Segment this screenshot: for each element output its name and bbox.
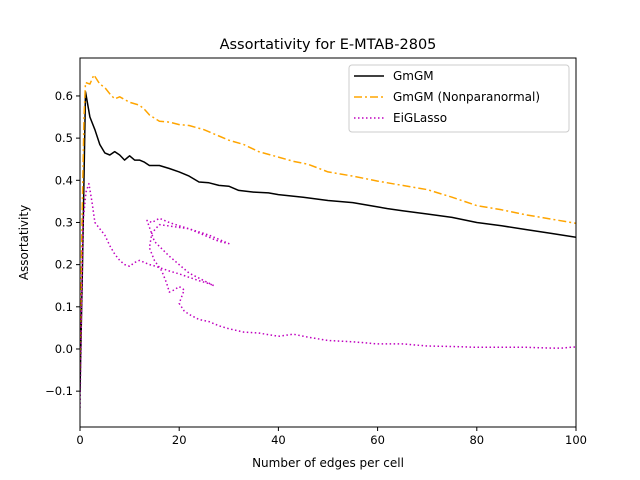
legend-entry-0: GmGM [393, 69, 434, 83]
legend-entry-2: EiGLasso [393, 111, 447, 125]
y-tick-label: 0.4 [55, 173, 73, 187]
x-tick-label: 40 [271, 433, 286, 447]
y-axis-ticks: −0.1 0.0 0.1 0.2 0.3 0.4 0.5 0.6 [45, 89, 80, 398]
legend-entry-1: GmGM (Nonparanormal) [393, 90, 540, 104]
legend: GmGM GmGM (Nonparanormal) EiGLasso [348, 64, 570, 133]
y-tick-label: 0.5 [55, 131, 73, 145]
x-tick-label: 60 [370, 433, 385, 447]
series-line-1 [80, 74, 576, 371]
y-tick-label: 0.2 [55, 258, 73, 272]
series-line-2 [80, 182, 576, 409]
x-tick-label: 100 [565, 433, 587, 447]
x-tick-label: 80 [469, 433, 484, 447]
x-tick-label: 0 [76, 433, 83, 447]
axes-frame [79, 57, 577, 428]
x-tick-label: 20 [172, 433, 187, 447]
y-tick-label: 0.6 [55, 89, 73, 103]
y-axis-label: Assortativity [17, 205, 31, 280]
y-tick-label: 0.3 [55, 215, 73, 229]
y-tick-label: 0.1 [55, 300, 73, 314]
y-tick-label: 0.0 [55, 342, 73, 356]
series-line-0 [80, 90, 576, 392]
legend-box [348, 64, 570, 133]
y-tick-label: −0.1 [45, 384, 73, 398]
x-axis-ticks: 0 20 40 60 80 100 [76, 427, 587, 447]
x-axis-label: Number of edges per cell [252, 456, 404, 470]
chart-title: Assortativity for E-MTAB-2805 [220, 37, 437, 53]
series-lines [80, 74, 576, 409]
